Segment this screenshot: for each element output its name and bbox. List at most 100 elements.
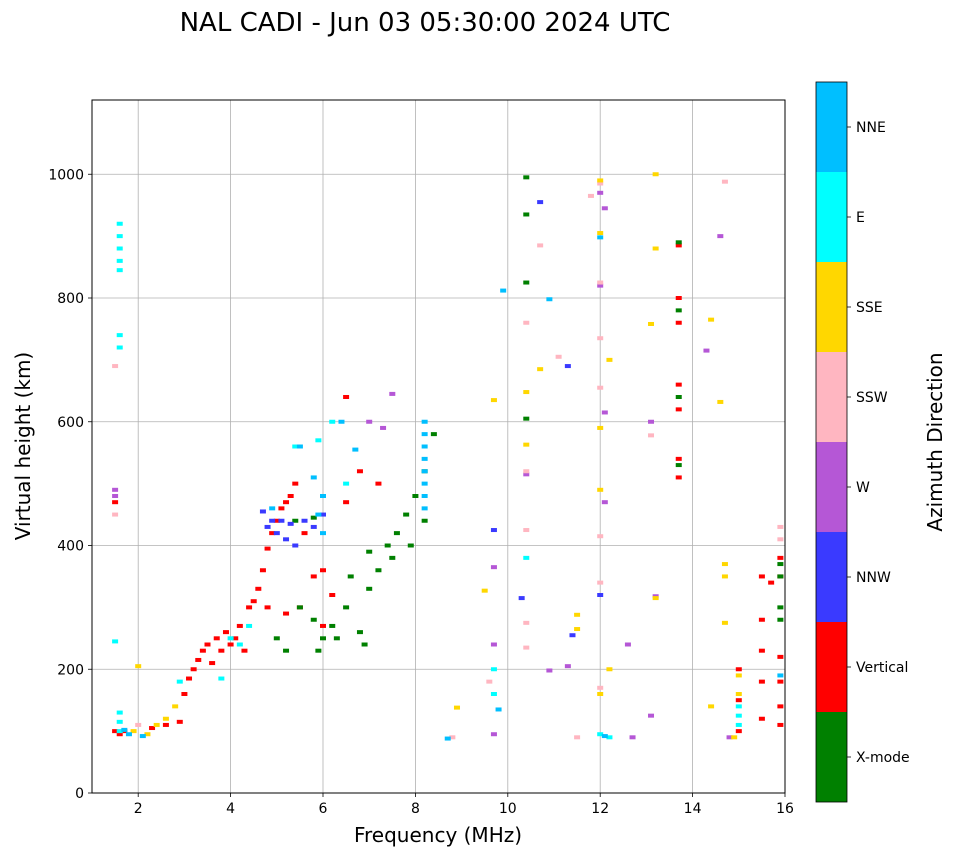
data-point	[283, 611, 290, 616]
data-point	[144, 732, 151, 737]
data-point	[546, 668, 553, 673]
data-point	[601, 734, 608, 739]
data-point	[675, 475, 682, 480]
data-point	[523, 416, 530, 421]
series-e	[112, 221, 742, 740]
data-point	[629, 735, 636, 740]
data-point	[296, 605, 303, 610]
data-point	[287, 521, 294, 526]
y-tick-label: 200	[57, 662, 84, 678]
x-tick-label: 4	[226, 801, 235, 817]
data-point	[320, 531, 326, 536]
data-point	[777, 654, 784, 659]
chart-title: NAL CADI - Jun 03 05:30:00 2024 UTC	[180, 8, 671, 38]
data-point	[648, 713, 655, 718]
data-point	[758, 679, 765, 684]
data-point	[421, 419, 428, 424]
x-tick-label: 8	[411, 801, 420, 817]
data-point	[366, 549, 373, 554]
data-point	[523, 320, 530, 325]
data-point	[315, 438, 322, 443]
data-point	[116, 710, 123, 715]
series-x-mode	[273, 175, 784, 653]
data-point	[490, 692, 497, 696]
data-point	[403, 512, 410, 517]
data-point	[675, 240, 682, 245]
data-point	[652, 596, 659, 601]
y-tick-label: 1000	[48, 167, 84, 183]
data-point	[777, 555, 784, 560]
data-point	[315, 648, 322, 653]
data-point	[320, 623, 326, 628]
data-point	[241, 648, 248, 653]
data-point	[259, 509, 266, 514]
data-point	[523, 212, 530, 217]
colorbar-segment	[816, 172, 847, 262]
data-point	[597, 487, 604, 492]
data-point	[269, 506, 276, 511]
data-point	[597, 178, 604, 183]
data-point	[777, 562, 784, 567]
data-point	[606, 735, 613, 740]
x-tick-label: 14	[684, 801, 702, 817]
data-point	[444, 736, 451, 741]
data-point	[597, 692, 604, 696]
data-point	[343, 481, 350, 486]
data-point	[389, 391, 396, 396]
y-tick-label: 600	[57, 415, 84, 431]
data-point	[731, 735, 738, 740]
data-point	[486, 679, 493, 684]
data-point	[421, 456, 428, 461]
data-point	[112, 364, 119, 369]
data-point	[708, 704, 715, 709]
colorbar-segment	[816, 262, 847, 352]
data-point	[717, 234, 724, 239]
colorbar-label: Azimuth Direction	[923, 352, 947, 531]
data-point	[523, 175, 530, 180]
data-point	[264, 605, 271, 610]
data-point	[338, 419, 345, 424]
data-point	[597, 190, 604, 195]
data-point	[176, 679, 183, 684]
data-point	[675, 243, 682, 248]
data-point	[652, 246, 659, 251]
data-point	[296, 444, 303, 449]
colorbar-frame	[815, 81, 848, 803]
data-point	[721, 620, 728, 625]
data-point	[597, 425, 604, 430]
colorbar: X-mode Vertical NNW W SSW SSE E NNE	[815, 81, 910, 803]
data-point	[356, 630, 363, 635]
data-point	[777, 537, 784, 542]
data-point	[495, 707, 502, 712]
data-point	[777, 574, 784, 579]
data-point	[481, 588, 488, 593]
y-tick-label: 400	[57, 539, 84, 555]
x-tick-label: 6	[319, 801, 328, 817]
data-point	[777, 722, 784, 727]
data-point	[597, 283, 604, 288]
data-point	[597, 685, 604, 690]
data-point	[320, 636, 326, 641]
data-point	[412, 494, 419, 498]
data-point	[264, 524, 271, 529]
data-point	[523, 472, 530, 477]
data-point	[264, 546, 271, 551]
data-point	[343, 605, 350, 610]
data-point	[601, 410, 608, 415]
data-point	[283, 648, 290, 653]
data-point	[449, 735, 456, 740]
data-point	[232, 636, 239, 641]
data-point	[523, 280, 530, 285]
data-point	[162, 722, 169, 727]
data-point	[777, 605, 784, 610]
data-point	[537, 367, 544, 372]
data-point	[675, 308, 682, 313]
data-point	[721, 562, 728, 567]
colorbar-tick-label: X-mode	[856, 750, 910, 766]
data-point	[199, 648, 206, 653]
data-point	[523, 390, 530, 395]
data-point	[320, 512, 326, 517]
data-point	[329, 623, 336, 628]
data-point	[356, 469, 363, 474]
data-point	[176, 719, 183, 724]
